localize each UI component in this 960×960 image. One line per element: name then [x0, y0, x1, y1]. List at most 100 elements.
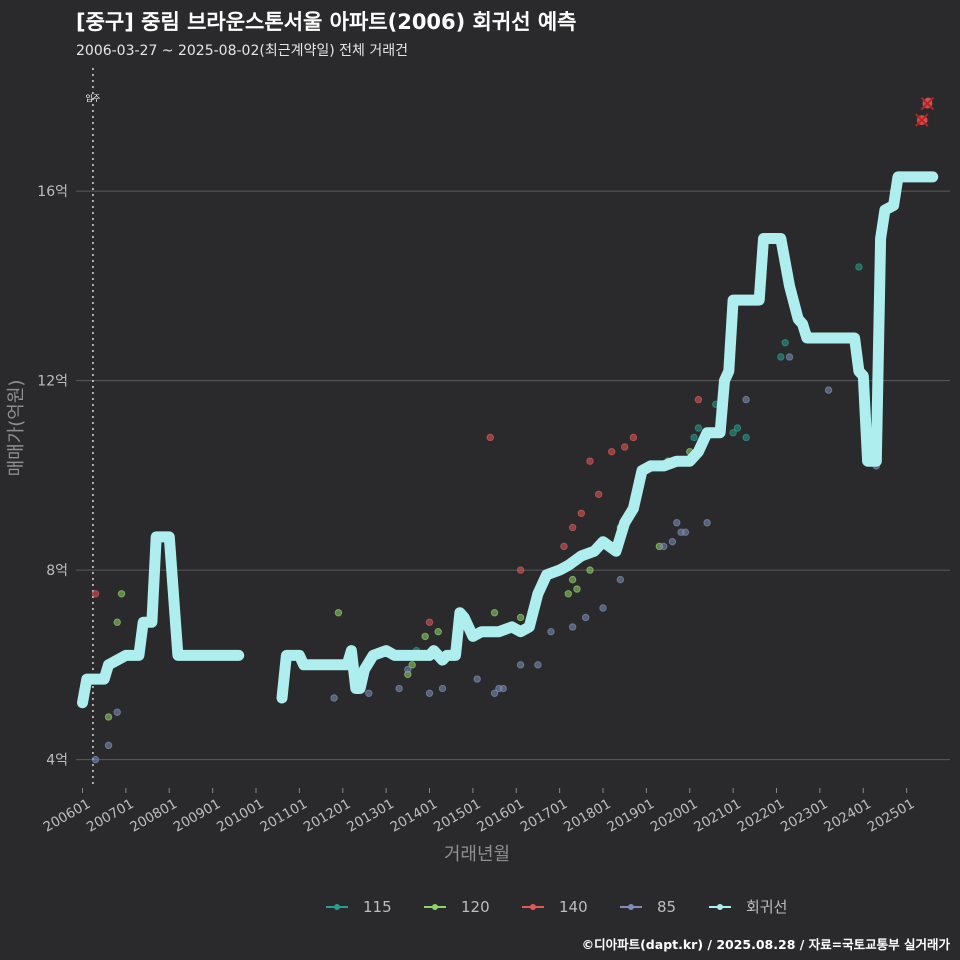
- data-point-120: [434, 627, 442, 636]
- x-tick-label: 202001: [648, 796, 701, 836]
- data-point-140: [91, 590, 100, 598]
- data-point-115: [777, 353, 785, 361]
- x-tick-label: 201301: [344, 796, 397, 836]
- x-tick-label: 201101: [258, 796, 311, 836]
- legend-key-dot: [628, 904, 634, 910]
- data-point-85: [785, 353, 794, 361]
- data-point-120: [586, 566, 594, 574]
- x-tick-label: 202301: [778, 796, 831, 836]
- data-point-120: [568, 575, 577, 584]
- data-point-85: [395, 684, 403, 693]
- data-point-85: [104, 741, 113, 750]
- data-point-85: [534, 661, 542, 669]
- x-tick-label: 202101: [691, 796, 744, 836]
- data-point-140: [586, 457, 594, 465]
- x-tick-label: 201001: [214, 796, 267, 836]
- data-point-140: [568, 523, 577, 532]
- x-tick-label: 202401: [821, 796, 874, 836]
- data-point-85: [499, 684, 507, 693]
- data-point-120: [564, 590, 573, 598]
- x-tick-label: 201701: [518, 796, 571, 836]
- y-tick-label: 12억: [37, 374, 68, 390]
- y-tick-label: 8억: [46, 563, 68, 579]
- data-point-85: [742, 395, 750, 404]
- cancelled-cross-mark: [920, 96, 935, 111]
- data-point-85: [473, 675, 481, 683]
- data-point-85: [668, 537, 677, 546]
- x-tick-label: 201801: [561, 796, 614, 836]
- data-point-140: [577, 509, 586, 517]
- data-point-85: [547, 627, 555, 636]
- x-axis-title: 거래년월: [444, 844, 510, 865]
- data-point-85: [516, 661, 525, 669]
- legend-label-140: 140: [559, 898, 588, 916]
- data-point-85: [490, 689, 499, 697]
- data-point-120: [516, 613, 525, 622]
- x-tick-label: 201501: [431, 796, 484, 836]
- regression-line: [77, 531, 245, 709]
- data-point-140: [516, 566, 525, 574]
- data-point-140: [607, 447, 616, 456]
- regression-line: [276, 171, 939, 704]
- data-point-115: [733, 424, 742, 432]
- data-point-115: [690, 433, 698, 442]
- x-tick-label: 201601: [474, 796, 527, 836]
- x-tick-label: 201901: [605, 796, 658, 836]
- data-point-85: [660, 542, 668, 551]
- legend-key-dot: [432, 904, 438, 910]
- data-point-140: [694, 395, 703, 404]
- data-point-85: [425, 689, 434, 697]
- data-point-85: [113, 708, 121, 716]
- data-point-115: [742, 433, 750, 442]
- data-point-85: [365, 689, 373, 697]
- x-tick-label: 201401: [388, 796, 441, 836]
- data-point-140: [594, 490, 603, 499]
- y-tick-label: 16억: [37, 184, 68, 200]
- y-tick-label: 4억: [46, 753, 68, 769]
- data-point-140: [560, 542, 568, 551]
- x-tick-label: 202201: [735, 796, 788, 836]
- legend-label-85: 85: [657, 898, 676, 916]
- data-point-120: [113, 618, 121, 626]
- data-point-120: [334, 609, 343, 617]
- data-point-120: [408, 661, 416, 669]
- legend-key-dot: [334, 904, 340, 910]
- legend-label-115: 115: [363, 898, 392, 916]
- data-point-140: [486, 433, 494, 442]
- data-point-120: [490, 609, 499, 617]
- data-point-120: [573, 585, 581, 593]
- data-point-115: [781, 339, 789, 347]
- x-tick-label: 200601: [41, 796, 94, 836]
- data-point-115: [729, 429, 737, 437]
- data-point-115: [694, 424, 703, 432]
- data-point-140: [620, 443, 629, 451]
- data-point-85: [616, 575, 625, 584]
- source-caption: ©디아파트(dapt.kr) / 2025.08.28 / 자료=국토교통부 실…: [581, 937, 950, 952]
- data-point-140: [629, 433, 638, 442]
- data-point-85: [568, 623, 577, 631]
- data-point-85: [404, 665, 412, 674]
- data-point-85: [438, 684, 447, 693]
- x-tick-label: 201201: [301, 796, 354, 836]
- legend-key-dot: [530, 904, 536, 910]
- legend-label-120: 120: [461, 898, 490, 916]
- x-tick-label: 200901: [171, 796, 224, 836]
- data-point-85: [330, 694, 338, 702]
- data-point-115: [855, 263, 863, 271]
- legend-label-회귀선: 회귀선: [746, 898, 787, 916]
- data-point-120: [421, 632, 429, 641]
- data-point-85: [91, 755, 100, 764]
- x-tick-label: 202501: [865, 796, 918, 836]
- data-point-85: [599, 604, 607, 612]
- data-point-85: [581, 613, 590, 622]
- data-point-85: [703, 519, 711, 527]
- move-in-label: 입주: [86, 94, 101, 103]
- x-tick-label: 200801: [127, 796, 180, 836]
- data-point-140: [425, 618, 434, 626]
- data-point-120: [117, 590, 126, 598]
- data-point-120: [104, 713, 113, 721]
- chart-title: [중구] 중림 브라운스톤서울 아파트(2006) 회귀선 예측: [76, 10, 577, 34]
- data-point-85: [824, 386, 833, 394]
